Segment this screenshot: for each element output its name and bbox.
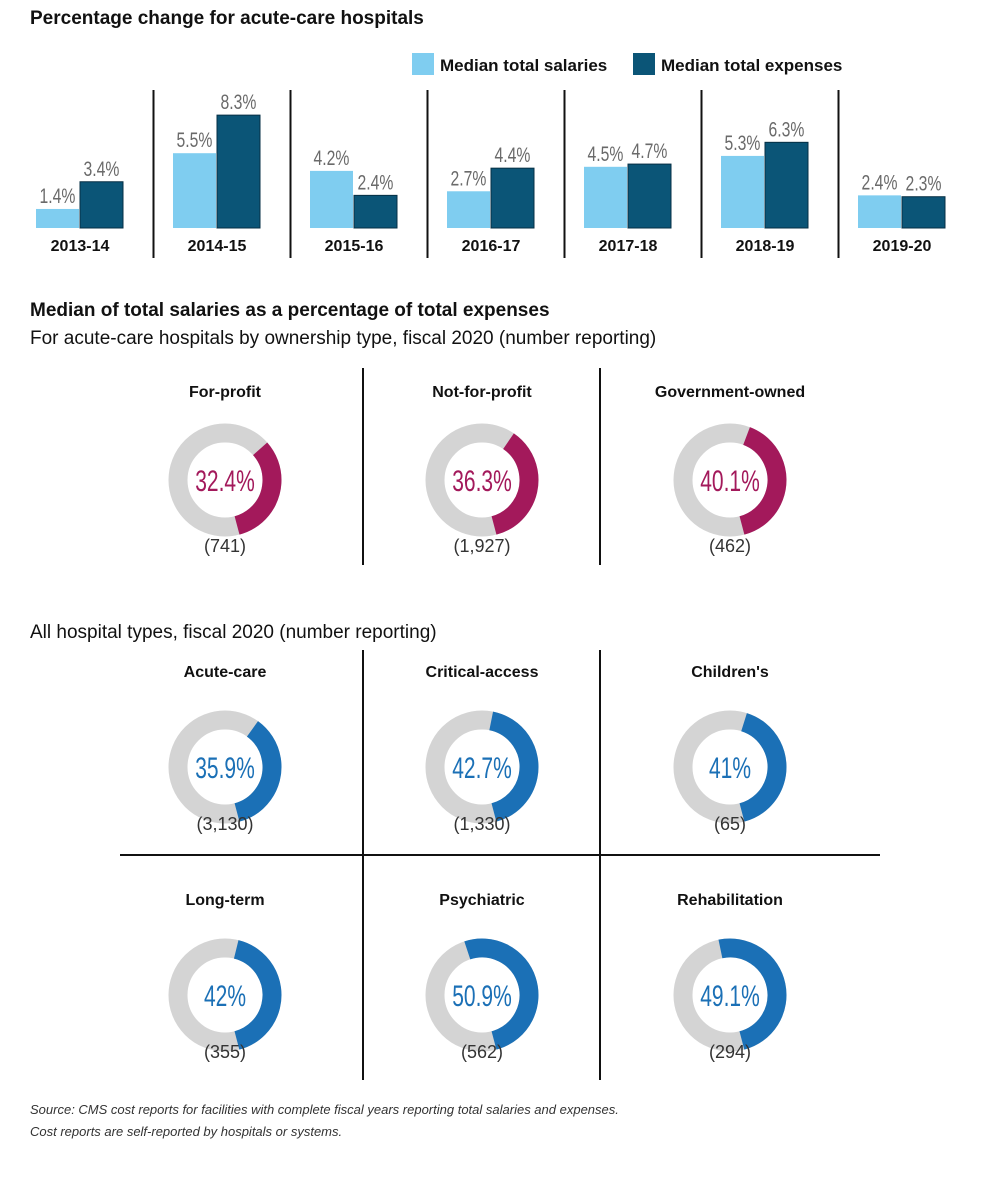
donut-value-label: 35.9% bbox=[195, 753, 255, 785]
bar-value-label: 4.2% bbox=[314, 146, 350, 170]
legend-label: Median total salaries bbox=[440, 56, 607, 75]
donut-section-title: Median of total salaries as a percentage… bbox=[30, 300, 550, 321]
category-label: 2013-14 bbox=[51, 238, 110, 255]
donut-count-label: (462) bbox=[709, 536, 751, 556]
bar bbox=[764, 141, 809, 229]
source-note-2: Cost reports are self-reported by hospit… bbox=[30, 1124, 343, 1139]
bar-value-label: 2.4% bbox=[358, 170, 394, 194]
donut-value-label: 50.9% bbox=[452, 981, 512, 1013]
donut-value-label: 36.3% bbox=[452, 466, 512, 498]
bar-value-label: 4.5% bbox=[588, 142, 624, 166]
donut-value-arc bbox=[425, 938, 539, 1052]
bar bbox=[901, 196, 946, 229]
source-note: Source: CMS cost reports for facilities … bbox=[30, 1102, 619, 1117]
donut-category-label: Long-term bbox=[185, 892, 264, 909]
bar-value-label: 4.7% bbox=[632, 139, 668, 163]
donut-value-arc bbox=[168, 423, 282, 537]
bar-value-label: 5.5% bbox=[177, 128, 213, 152]
hospital-type-donuts: Acute-care 35.9% (3,130) Critical-access 42.… bbox=[120, 650, 880, 1080]
category-label: 2015-16 bbox=[325, 238, 384, 255]
types-subtitle: All hospital types, fiscal 2020 (number … bbox=[30, 622, 437, 643]
donut-category-label: Psychiatric bbox=[439, 892, 524, 909]
donut-count-label: (294) bbox=[709, 1042, 751, 1062]
donut-category-label: Rehabilitation bbox=[677, 892, 783, 909]
bar-chart: Median total salaries Median total expens… bbox=[36, 53, 946, 258]
donut-value-arc bbox=[168, 710, 282, 824]
bar bbox=[173, 153, 216, 228]
donut-count-label: (355) bbox=[204, 1042, 246, 1062]
donut-value-label: 41% bbox=[709, 753, 751, 785]
bar-value-label: 1.4% bbox=[40, 184, 76, 208]
category-label: 2019-20 bbox=[873, 238, 932, 255]
donut-category-label: Not-for-profit bbox=[432, 384, 532, 401]
donut-category-label: For-profit bbox=[189, 384, 262, 401]
ownership-donuts: For-profit 32.4% (741) Not-for-profit 36.3% (… bbox=[168, 368, 805, 565]
bar-value-label: 2.3% bbox=[906, 171, 942, 195]
bar bbox=[310, 170, 353, 228]
bar bbox=[447, 191, 490, 228]
donut-value-label: 49.1% bbox=[700, 981, 760, 1013]
bar bbox=[721, 155, 764, 228]
donut-count-label: (3,130) bbox=[196, 814, 253, 834]
ownership-subtitle: For acute-care hospitals by ownership ty… bbox=[30, 328, 657, 349]
bar-value-label: 5.3% bbox=[725, 131, 761, 155]
bar bbox=[216, 114, 261, 229]
donut-count-label: (1,927) bbox=[453, 536, 510, 556]
category-label: 2014-15 bbox=[188, 238, 247, 255]
bar bbox=[36, 208, 79, 228]
donut-value-label: 42% bbox=[204, 981, 246, 1013]
category-label: 2017-18 bbox=[599, 238, 658, 255]
bar-value-label: 4.4% bbox=[495, 143, 531, 167]
category-label: 2018-19 bbox=[736, 238, 795, 255]
legend-swatch bbox=[412, 53, 434, 75]
bar bbox=[584, 166, 627, 228]
bar-value-label: 3.4% bbox=[84, 157, 120, 181]
donut-value-label: 40.1% bbox=[700, 466, 760, 498]
donut-count-label: (562) bbox=[461, 1042, 503, 1062]
bar bbox=[858, 195, 901, 228]
bar bbox=[79, 181, 124, 229]
donut-value-arc bbox=[425, 710, 539, 824]
bar-chart-title: Percentage change for acute-care hospita… bbox=[30, 8, 424, 29]
donut-category-label: Acute-care bbox=[184, 664, 267, 681]
bar-value-label: 8.3% bbox=[221, 90, 257, 114]
legend-swatch bbox=[633, 53, 655, 75]
bar-value-label: 6.3% bbox=[769, 117, 805, 141]
legend-label: Median total expenses bbox=[661, 56, 842, 75]
donut-value-arc bbox=[673, 710, 787, 824]
donut-value-label: 42.7% bbox=[452, 753, 512, 785]
category-label: 2016-17 bbox=[462, 238, 521, 255]
donut-category-label: Government-owned bbox=[655, 384, 805, 401]
donut-value-label: 32.4% bbox=[195, 466, 255, 498]
donut-count-label: (1,330) bbox=[453, 814, 510, 834]
bar-value-label: 2.7% bbox=[451, 166, 487, 190]
bar bbox=[490, 167, 535, 229]
donut-count-label: (741) bbox=[204, 536, 246, 556]
bar bbox=[627, 163, 672, 229]
bar bbox=[353, 194, 398, 229]
donut-category-label: Children's bbox=[691, 664, 769, 681]
donut-count-label: (65) bbox=[714, 814, 746, 834]
donut-value-arc bbox=[168, 938, 282, 1052]
bar-value-label: 2.4% bbox=[862, 170, 898, 194]
donut-category-label: Critical-access bbox=[426, 664, 539, 681]
